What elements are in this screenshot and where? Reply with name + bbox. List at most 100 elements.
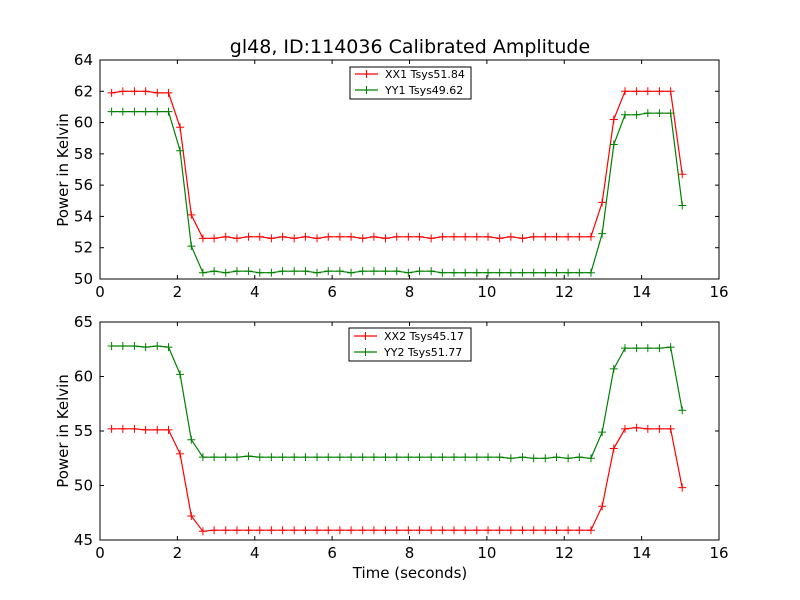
- data-point: [313, 268, 322, 277]
- data-point: [335, 267, 344, 276]
- data-point: [620, 87, 629, 96]
- data-point: [164, 343, 173, 352]
- data-point: [449, 232, 458, 241]
- data-point: [153, 107, 162, 116]
- data-point: [461, 268, 470, 277]
- data-point: [598, 198, 607, 207]
- data-point: [141, 425, 150, 434]
- data-point: [609, 364, 618, 373]
- data-point: [598, 229, 607, 238]
- data-point: [278, 453, 287, 462]
- data-point: [107, 107, 116, 116]
- data-point: [164, 88, 173, 97]
- data-point: [290, 267, 299, 276]
- data-point: [324, 232, 333, 241]
- data-point: [335, 453, 344, 462]
- data-point: [118, 424, 127, 433]
- data-point: [107, 341, 116, 350]
- data-point: [620, 344, 629, 353]
- data-point: [586, 526, 595, 535]
- data-point: [472, 526, 481, 535]
- data-point: [609, 115, 618, 124]
- data-point: [221, 268, 230, 277]
- data-point: [438, 232, 447, 241]
- data-point: [130, 424, 139, 433]
- data-point: [438, 526, 447, 535]
- data-point: [666, 109, 675, 118]
- data-point: [381, 234, 390, 243]
- data-point: [278, 526, 287, 535]
- data-point: [541, 232, 550, 241]
- legend-marker: [361, 332, 370, 340]
- data-point: [552, 453, 561, 462]
- data-point: [232, 453, 241, 462]
- data-point: [609, 140, 618, 149]
- data-point: [449, 453, 458, 462]
- x-axis-label: Time (seconds): [352, 564, 468, 582]
- data-point: [118, 107, 127, 116]
- legend-top: XX1 Tsys51.84 YY1 Tsys49.62: [349, 66, 472, 100]
- data-point: [655, 109, 664, 118]
- data-point: [187, 242, 196, 251]
- data-point: [232, 234, 241, 243]
- data-point: [575, 232, 584, 241]
- data-point: [267, 268, 276, 277]
- y-tick-label: 45: [74, 531, 93, 549]
- x-tick-label: 8: [405, 544, 415, 562]
- data-point: [301, 267, 310, 276]
- data-point: [176, 449, 185, 458]
- data-point: [632, 423, 641, 432]
- data-point: [358, 526, 367, 535]
- x-tick-label: 6: [327, 544, 337, 562]
- data-point: [529, 454, 538, 463]
- data-point: [369, 453, 378, 462]
- data-point: [415, 453, 424, 462]
- legend-entry-yy1: YY1 Tsys49.62: [355, 84, 463, 97]
- data-point: [267, 234, 276, 243]
- chart-top: gl48, ID:114036 Calibrated Amplitude Pow…: [54, 36, 729, 301]
- legend-bottom: XX2 Tsys45.17 YY2 Tsys51.77: [348, 327, 472, 362]
- data-point: [404, 526, 413, 535]
- legend-entry-xx1: XX1 Tsys51.84: [355, 68, 465, 81]
- data-point: [495, 234, 504, 243]
- data-point: [666, 343, 675, 352]
- data-point: [255, 268, 264, 277]
- data-point: [564, 454, 573, 463]
- data-point: [210, 234, 219, 243]
- data-point: [438, 453, 447, 462]
- x-tick-label: 0: [95, 544, 105, 562]
- data-point: [586, 232, 595, 241]
- data-point: [176, 370, 185, 379]
- data-point: [518, 526, 527, 535]
- data-point: [484, 526, 493, 535]
- data-point: [678, 406, 687, 415]
- data-point: [438, 268, 447, 277]
- data-point: [472, 268, 481, 277]
- data-point: [415, 232, 424, 241]
- data-point: [643, 344, 652, 353]
- data-point: [244, 232, 253, 241]
- legend-label: XX2 Tsys45.17: [384, 330, 464, 343]
- data-point: [427, 453, 436, 462]
- data-point: [655, 344, 664, 353]
- data-point: [369, 232, 378, 241]
- legend-entry-xx2: XX2 Tsys45.17: [354, 330, 464, 343]
- data-point: [404, 453, 413, 462]
- data-point: [244, 267, 253, 276]
- data-point: [484, 232, 493, 241]
- y-tick-label: 55: [74, 422, 93, 440]
- data-point: [210, 453, 219, 462]
- data-point: [506, 526, 515, 535]
- data-point: [427, 267, 436, 276]
- data-point: [586, 454, 595, 463]
- y-tick-label: 65: [74, 313, 93, 331]
- data-point: [301, 232, 310, 241]
- data-point: [324, 526, 333, 535]
- data-point: [324, 267, 333, 276]
- data-point: [620, 424, 629, 433]
- data-point: [290, 234, 299, 243]
- data-point: [176, 123, 185, 132]
- legend-label: YY2 Tsys51.77: [383, 346, 462, 359]
- data-point: [518, 268, 527, 277]
- data-point: [107, 88, 116, 97]
